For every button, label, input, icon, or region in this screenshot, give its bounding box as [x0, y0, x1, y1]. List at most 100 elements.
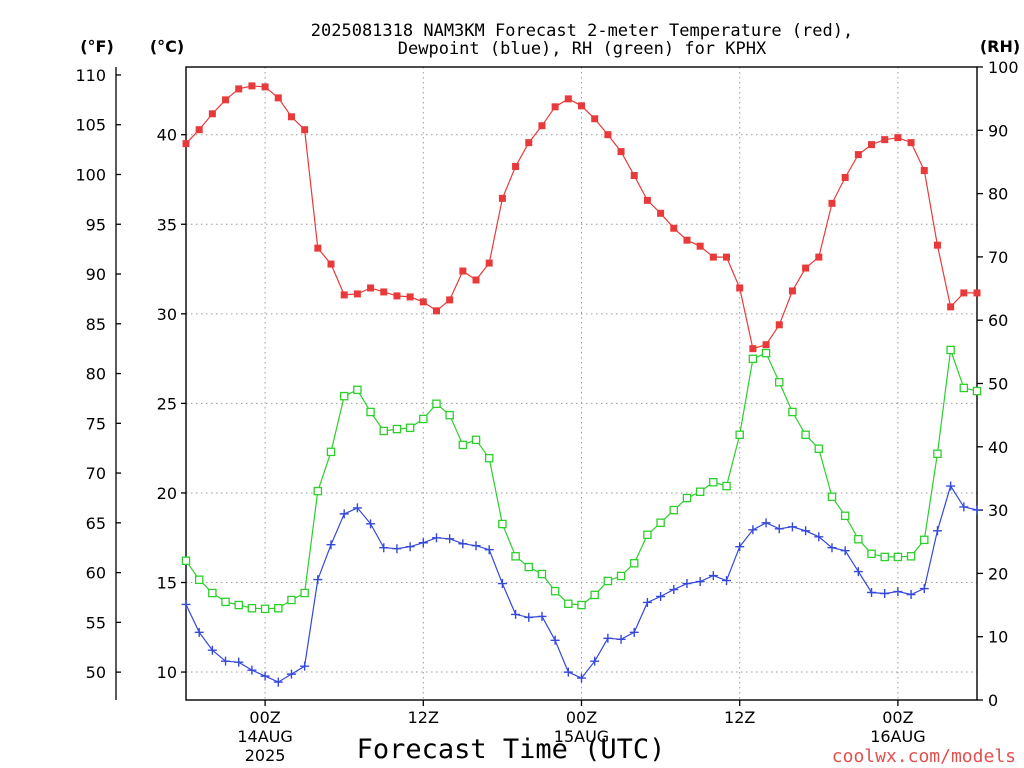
rh-tick-label: 80 — [988, 185, 1008, 204]
rh-tick-label: 70 — [988, 248, 1008, 267]
dewpoint-point — [669, 585, 679, 595]
dewpoint-point — [840, 546, 850, 556]
dewpoint-point — [919, 584, 929, 594]
rh-point — [208, 588, 217, 598]
fahrenheit-tick-label: 110 — [75, 66, 106, 85]
temperature-point — [815, 253, 823, 261]
rh-point — [629, 559, 639, 568]
dewpoint-point — [787, 522, 797, 532]
celsius-axis-label: (°C) — [150, 37, 184, 56]
temperature-point — [894, 134, 902, 142]
rh-point — [840, 511, 850, 521]
rh-point — [735, 430, 744, 440]
dewpoint-point — [695, 577, 705, 587]
rh-point — [432, 399, 441, 409]
x-axis-label: Forecast Time (UTC) — [357, 734, 666, 765]
chart-title: 2025081318 NAM3KM Forecast 2-meter Tempe… — [311, 21, 853, 59]
x-tick-label: 00Z — [566, 708, 597, 727]
chart-title-line-1: 2025081318 NAM3KM Forecast 2-meter Tempe… — [311, 21, 853, 41]
temperature-point — [274, 94, 282, 102]
temperature-point — [432, 307, 440, 315]
dewpoint-point — [497, 579, 507, 589]
dewpoint-point — [708, 571, 718, 581]
rh-point — [194, 575, 204, 584]
rh-tick-label: 0 — [988, 691, 998, 710]
dewpoint-point — [247, 665, 257, 675]
dewpoint-point — [511, 609, 521, 619]
temperature-point — [960, 289, 968, 297]
y-axes: 5055606570758085909510010511010152025303… — [75, 58, 1018, 710]
rh-point — [722, 481, 731, 491]
fahrenheit-tick-label: 105 — [75, 116, 106, 135]
dewpoint-point — [550, 635, 560, 645]
dewpoint-point — [352, 503, 362, 513]
dewpoint-point — [959, 502, 969, 512]
dewpoint-point — [642, 597, 652, 607]
dewpoint-point — [682, 579, 692, 589]
dewpoint-point — [972, 505, 982, 515]
rh-point — [471, 435, 481, 445]
rh-point — [801, 430, 810, 440]
rh-point — [458, 440, 468, 450]
fahrenheit-tick-label: 70 — [86, 464, 106, 483]
temperature-point — [287, 113, 295, 121]
x-tick-label: 00Z — [249, 708, 280, 727]
temperature-point — [630, 171, 638, 179]
dewpoint-point — [616, 634, 626, 644]
rh-point — [893, 552, 903, 562]
temperature-point — [881, 136, 889, 144]
rh-point — [867, 549, 876, 559]
rh-point — [880, 552, 889, 562]
temperature-point — [854, 151, 862, 159]
rh-point — [616, 571, 626, 581]
fahrenheit-tick-label: 65 — [86, 514, 106, 533]
dewpoint-point — [748, 525, 758, 535]
temperature-point — [393, 292, 401, 300]
dewpoint-point — [893, 587, 903, 597]
dewpoint-point — [326, 540, 336, 550]
temperature-point — [551, 103, 559, 111]
rh-point — [366, 407, 375, 417]
temperature-point — [182, 140, 190, 148]
dewpoint-point — [853, 567, 863, 577]
temperature-point — [353, 290, 361, 298]
dewpoint-point — [563, 667, 573, 677]
celsius-tick-label: 30 — [157, 305, 177, 324]
dewpoint-point — [418, 538, 428, 548]
x-tick-label: 12Z — [408, 708, 439, 727]
rh-point — [181, 556, 191, 565]
dewpoint-point — [234, 657, 244, 667]
dewpoint-point — [906, 590, 916, 599]
rh-point — [564, 599, 573, 609]
dewpoint-point — [405, 542, 415, 552]
fahrenheit-tick-label: 50 — [86, 663, 106, 682]
temperature-point — [195, 126, 203, 134]
rh-point — [287, 595, 296, 605]
temperature-point — [208, 110, 216, 118]
dewpoint-point — [366, 519, 376, 529]
dewpoint-point — [590, 656, 600, 666]
dewpoint-point — [392, 544, 402, 554]
temperature-point — [868, 141, 876, 149]
dewpoint-point — [273, 677, 283, 687]
dewpoint-point — [774, 524, 784, 534]
temperature-point — [670, 224, 678, 232]
rh-point — [748, 354, 758, 364]
temperature-point — [498, 194, 506, 202]
rh-tick-label: 20 — [988, 564, 1008, 583]
credit-text: coolwx.com/models — [832, 746, 1016, 767]
temperature-point — [696, 242, 704, 250]
temperature-point — [788, 287, 796, 295]
dewpoint-point — [867, 588, 877, 598]
rh-point — [695, 487, 705, 496]
temperature-point — [261, 83, 269, 91]
x-tick-label: 2025 — [245, 746, 286, 765]
rh-point — [234, 600, 243, 610]
rh-tick-label: 60 — [988, 311, 1008, 330]
fahrenheit-tick-label: 80 — [86, 365, 106, 384]
temperature-point — [485, 259, 493, 267]
temperature-point — [828, 199, 836, 207]
dewpoint-point — [458, 539, 468, 549]
